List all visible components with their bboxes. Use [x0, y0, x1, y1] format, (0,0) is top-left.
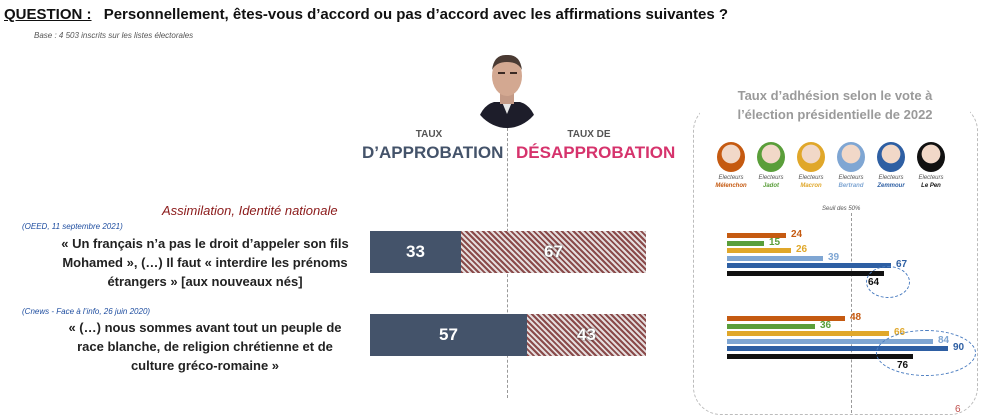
candidate-face-icon [877, 142, 905, 172]
vote-bar [727, 248, 791, 254]
question: QUESTION : Personnellement, êtes-vous d’… [4, 6, 728, 23]
vote-bar-value: 24 [791, 229, 803, 240]
vote-bar-value: 26 [796, 244, 808, 256]
approval-bar: 57 [370, 314, 527, 356]
candidate-name: Jadot [762, 183, 779, 189]
vote-bar-value: 67 [896, 259, 908, 271]
statement-2-line: culture gréco-romaine » [130, 358, 280, 373]
candidate-face-icon [757, 142, 785, 172]
candidate-name: Bertrand [838, 183, 864, 189]
base-note: Base : 4 503 inscrits sur les listes éle… [34, 31, 194, 40]
vote-bar-value: 15 [769, 236, 781, 248]
vote-bar [727, 346, 948, 352]
candidate-2: Electeurs Macron [791, 142, 831, 190]
vote-breakdown-title: Taux d’adhésion selon le vote à l’électi… [700, 86, 970, 124]
candidate-name: Macron [800, 183, 822, 189]
statement-1-line: étrangers » [aux nouveaux nés] [107, 274, 303, 289]
candidate-5: Electeurs Le Pen [911, 142, 951, 190]
candidate-0: Electeurs Mélenchon [711, 142, 751, 190]
highlight-ellipse [866, 266, 910, 298]
question-text: Personnellement, êtes-vous d’accord ou p… [103, 6, 729, 23]
theme-label: Assimilation, Identité nationale [162, 203, 338, 218]
statement-2-line: race blanche, de religion chrétienne et … [77, 339, 333, 354]
candidate-prefix: Electeurs [718, 175, 744, 181]
statement-2-text: « (…) nous sommes avant tout un peuple d… [40, 318, 370, 375]
bar-value-label: 43 [577, 325, 596, 344]
vote-bar [727, 316, 845, 321]
disapproval-header-small: TAUX DE [567, 129, 611, 140]
seuil-label: Seuil des 50% [822, 206, 861, 212]
vote-bar [727, 338, 933, 344]
statement-1-line: « Un français n’a pas le droit d’appeler… [61, 236, 349, 251]
candidate-prefix: Electeurs [838, 175, 864, 181]
candidate-prefix: Electeurs [878, 175, 904, 181]
candidate-prefix: Electeurs [798, 175, 824, 181]
speaker-portrait [470, 44, 544, 128]
vote-bar [727, 240, 764, 246]
statement-1-source: (OEED, 11 septembre 2021) [22, 222, 123, 231]
bar-value-label: 57 [439, 325, 458, 344]
candidate-3: Electeurs Bertrand [831, 142, 871, 190]
vote-bar-value: 39 [828, 251, 840, 263]
disapproval-header: DÉSAPPROBATION [516, 143, 676, 162]
candidate-prefix: Electeurs [758, 175, 784, 181]
approval-bar: 33 [370, 231, 461, 273]
disapproval-bar: 67 [461, 231, 646, 273]
approval-header: D’APPROBATION [362, 143, 504, 162]
statement-1-text: « Un français n’a pas le droit d’appeler… [40, 234, 370, 291]
statement-2-source: (Cnews - Face à l’info, 26 juin 2020) [22, 307, 151, 316]
statement-1-line: Mohamed », (…) Il faut « interdire les p… [62, 255, 348, 270]
question-label: QUESTION : [4, 6, 92, 23]
page-number: 6 [955, 404, 961, 415]
candidate-prefix: Electeurs [918, 175, 944, 181]
vote-bar [727, 255, 823, 261]
vote-bar [727, 331, 889, 337]
bar-value-label: 67 [544, 242, 563, 261]
candidate-4: Electeurs Zemmour [871, 142, 911, 190]
candidate-name: Zemmour [877, 183, 905, 189]
vote-bar [727, 323, 815, 329]
vote-bar-value: 36 [820, 319, 832, 331]
candidate-face-icon [717, 142, 745, 172]
candidate-name: Mélenchon [715, 183, 747, 189]
candidate-1: Electeurs Jadot [751, 142, 791, 190]
vote-bar-value: 48 [850, 312, 862, 323]
statement-2-line: « (…) nous sommes avant tout un peuple d… [68, 320, 342, 335]
candidate-face-icon [837, 142, 865, 172]
vote-bar [727, 263, 891, 269]
candidate-face-icon [917, 142, 945, 172]
vote-breakdown-title-line: Taux d’adhésion selon le vote à [737, 88, 933, 103]
vote-breakdown-title-line: l’élection présidentielle de 2022 [737, 107, 933, 122]
seuil-line [851, 213, 852, 413]
bar-value-label: 33 [406, 242, 425, 261]
highlight-ellipse [876, 330, 976, 376]
vote-bar [727, 271, 884, 276]
vote-bar [727, 354, 913, 359]
candidate-name: Le Pen [921, 183, 941, 189]
vote-bar [727, 233, 786, 238]
disapproval-bar: 43 [527, 314, 646, 356]
approval-header-small: TAUX [415, 129, 443, 140]
candidate-face-icon [797, 142, 825, 172]
